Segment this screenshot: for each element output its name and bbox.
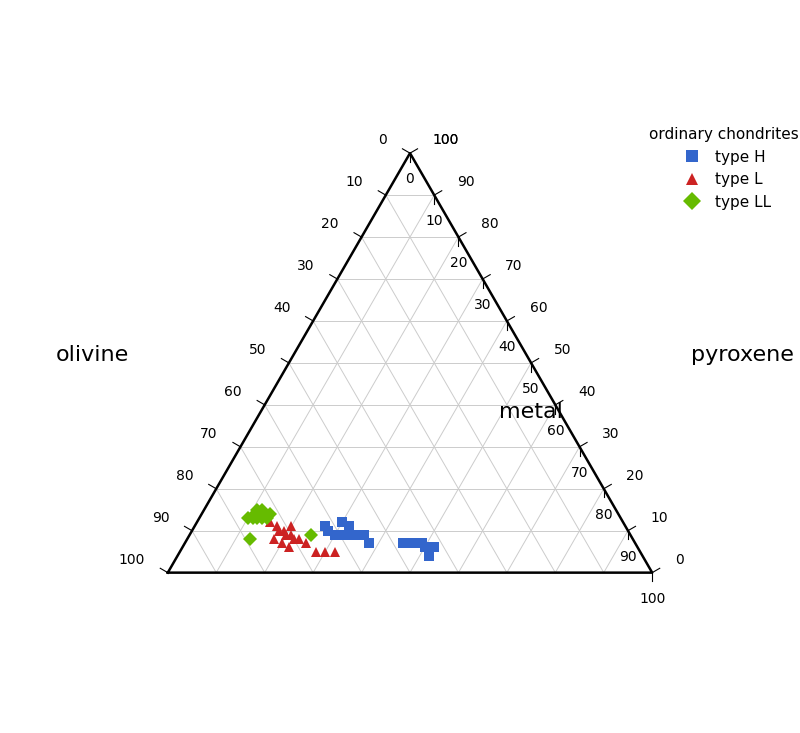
Text: metal: metal	[499, 402, 563, 421]
Text: 40: 40	[498, 340, 516, 354]
Text: 40: 40	[273, 301, 290, 315]
Text: 80: 80	[595, 508, 613, 522]
Text: pyroxene: pyroxene	[691, 345, 794, 364]
Text: 60: 60	[546, 424, 564, 438]
Text: 10: 10	[426, 214, 443, 228]
Text: 100: 100	[118, 553, 145, 567]
Text: 80: 80	[176, 468, 194, 482]
Legend: type H, type L, type LL: type H, type L, type LL	[650, 127, 799, 210]
Text: 30: 30	[474, 298, 491, 312]
Text: 60: 60	[225, 385, 242, 399]
Text: 10: 10	[650, 511, 668, 525]
Text: 0: 0	[675, 553, 683, 567]
Text: olivine: olivine	[56, 345, 129, 364]
Text: 90: 90	[152, 511, 170, 525]
Text: 70: 70	[570, 466, 588, 480]
Text: 60: 60	[530, 301, 547, 315]
Text: 50: 50	[249, 343, 266, 357]
Text: 50: 50	[522, 382, 540, 396]
Text: 90: 90	[457, 175, 474, 189]
Text: 80: 80	[481, 217, 498, 231]
Text: 20: 20	[322, 217, 339, 231]
Text: 70: 70	[506, 259, 523, 273]
Text: 10: 10	[346, 175, 363, 189]
Text: 50: 50	[554, 343, 571, 357]
Text: 100: 100	[433, 133, 459, 147]
Text: 20: 20	[450, 257, 467, 270]
Text: 70: 70	[200, 427, 218, 441]
Text: 30: 30	[297, 259, 314, 273]
Text: 30: 30	[602, 427, 620, 441]
Text: 100: 100	[433, 133, 459, 147]
Text: 100: 100	[639, 592, 666, 605]
Text: 0: 0	[378, 133, 387, 147]
Text: 0: 0	[406, 172, 414, 186]
Text: 40: 40	[578, 385, 595, 399]
Text: 90: 90	[619, 550, 637, 564]
Text: 20: 20	[626, 468, 644, 482]
